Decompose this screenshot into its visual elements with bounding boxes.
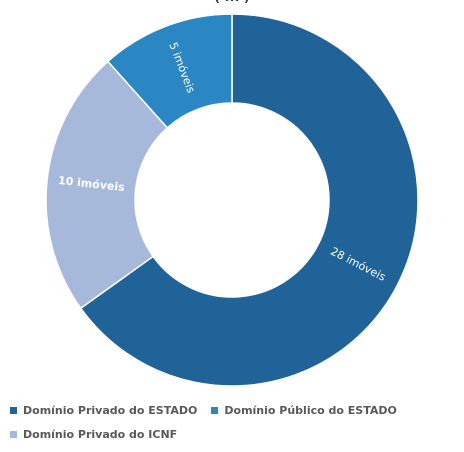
legend-item-privado-icnf: Domínio Privado do ICNF [10, 428, 177, 441]
slice-privado-estado [79, 13, 419, 387]
legend-label-privado-icnf: Domínio Privado do ICNF [23, 428, 178, 441]
slice-publico-estado [106, 13, 233, 129]
slice-privado-icnf [45, 60, 169, 310]
legend-item-publico-estado: Domínio Público do ESTADO [211, 404, 397, 417]
legend-item-privado-estado: Domínio Privado do ESTADO [10, 404, 197, 417]
donut-slices [45, 13, 419, 387]
legend-swatch-privado-icnf [10, 431, 17, 438]
legend-swatch-publico-estado [211, 407, 219, 414]
legend-row-2: Domínio Privado do ICNF [10, 428, 177, 441]
legend-swatch-privado-estado [10, 407, 17, 414]
legend-row-1: Domínio Privado do ESTADO Domínio Públic… [10, 404, 397, 417]
legend-label-publico-estado: Domínio Público do ESTADO [224, 404, 397, 417]
legend-label-privado-estado: Domínio Privado do ESTADO [23, 404, 198, 417]
chart-title-partial: ( ... ) [0, 0, 464, 5]
